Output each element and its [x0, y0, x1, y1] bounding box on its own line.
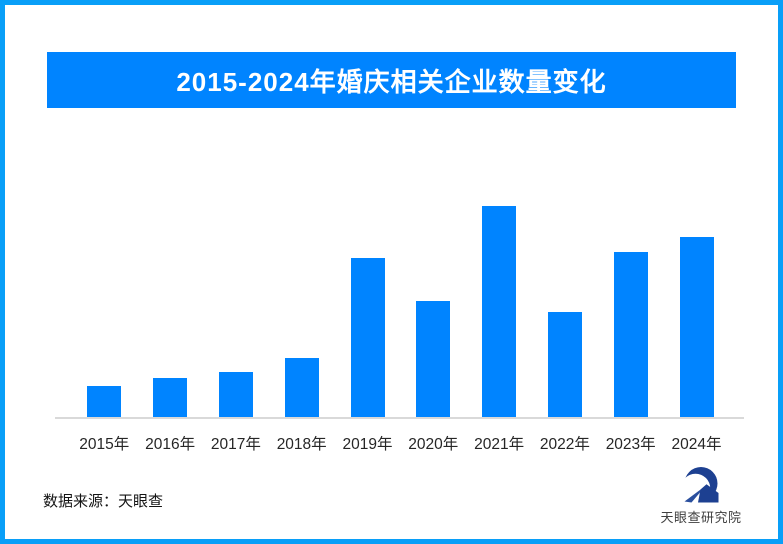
x-tick-label-2022年: 2022年 — [539, 436, 590, 453]
x-tick-label-2021年: 2021年 — [474, 436, 525, 453]
chart-title-banner: 2015-2024年婚庆相关企业数量变化 — [47, 52, 736, 108]
x-tick-label-2023年: 2023年 — [605, 436, 656, 453]
bar-2016年 — [153, 378, 188, 417]
chart-title: 2015-2024年婚庆相关企业数量变化 — [176, 66, 607, 97]
data-source-label: 数据来源：天眼查 — [43, 493, 164, 510]
bar-chart: 2015年 2016年 2017年 2018年 2019年 2020年 2021年 2022年… — [5, 5, 778, 539]
x-tick-label-2020年: 2020年 — [408, 436, 459, 453]
brand-logo-text: 天眼查研究院 — [660, 510, 742, 525]
bar-2024年 — [679, 237, 714, 417]
x-tick-label-2024年: 2024年 — [671, 436, 722, 453]
bar-2017年 — [218, 372, 253, 417]
x-tick-label-2019年: 2019年 — [342, 436, 393, 453]
brand-logo: 天眼查研究院 — [653, 467, 749, 526]
bar-2015年 — [87, 386, 122, 417]
bar-2018年 — [284, 358, 319, 417]
x-axis-line — [55, 417, 744, 419]
x-tick-label-2015年: 2015年 — [79, 436, 130, 453]
tianyancha-eye-logo-icon — [680, 467, 719, 504]
bar-2021年 — [482, 206, 517, 417]
x-tick-label-2018年: 2018年 — [276, 436, 327, 453]
bar-2020年 — [416, 301, 451, 417]
x-tick-label-2016年: 2016年 — [145, 436, 196, 453]
bar-2023年 — [613, 252, 648, 417]
bar-2022年 — [547, 312, 582, 417]
bar-2019年 — [350, 258, 385, 417]
x-tick-label-2017年: 2017年 — [210, 436, 261, 453]
